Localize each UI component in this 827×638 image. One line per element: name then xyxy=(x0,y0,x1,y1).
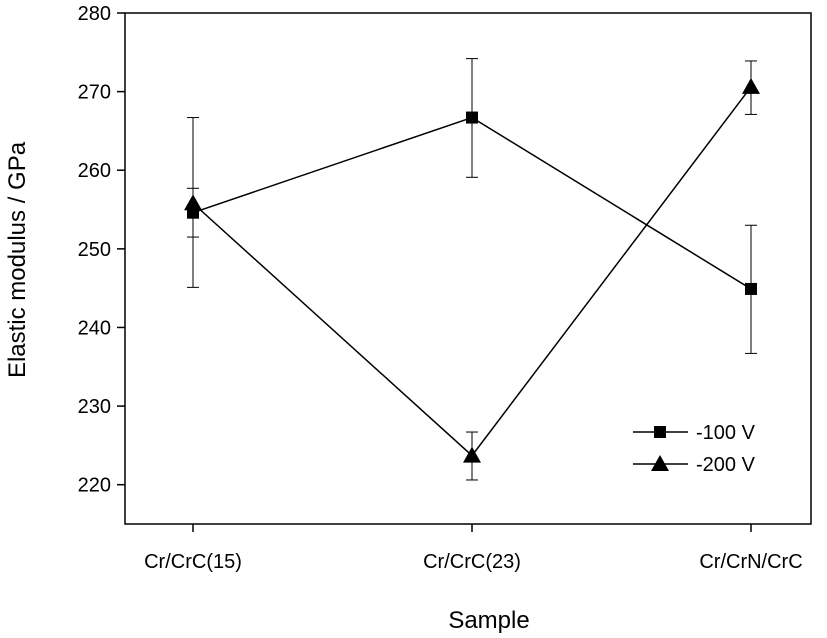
y-tick-label: 260 xyxy=(78,160,111,182)
legend-marker xyxy=(651,455,669,471)
plot-frame xyxy=(124,12,812,525)
x-axis-title: Sample xyxy=(448,607,529,634)
series-1 xyxy=(187,58,757,354)
y-tick-label: 270 xyxy=(78,82,111,104)
series-2 xyxy=(184,60,760,481)
series-layer xyxy=(184,58,760,481)
y-tick-label: 280 xyxy=(78,3,111,25)
y-tick-label: 230 xyxy=(78,396,111,418)
data-point xyxy=(745,282,757,295)
y-tick-label: 250 xyxy=(78,239,111,261)
x-tick-label: Cr/CrC(23) xyxy=(423,551,521,573)
legend-label: -100 V xyxy=(696,422,756,444)
legend: -100 V -200 V xyxy=(633,422,756,476)
y-tick-label: 240 xyxy=(78,317,111,339)
x-tick-label: Cr/CrN/CrC xyxy=(699,551,802,573)
data-point xyxy=(742,77,760,94)
y-axis: 220 230 240 250 260 270 280 xyxy=(78,3,125,497)
x-axis: Cr/CrC(15) Cr/CrC(23) Cr/CrN/CrC xyxy=(144,524,803,573)
y-tick-label: 220 xyxy=(78,475,111,497)
y-axis-title: Elastic modulus / GPa xyxy=(4,141,31,378)
legend-marker xyxy=(654,426,666,438)
data-point xyxy=(463,446,481,463)
legend-label: -200 V xyxy=(696,454,756,476)
data-point xyxy=(466,111,478,124)
x-tick-label: Cr/CrC(15) xyxy=(144,551,242,573)
data-point xyxy=(184,194,202,211)
